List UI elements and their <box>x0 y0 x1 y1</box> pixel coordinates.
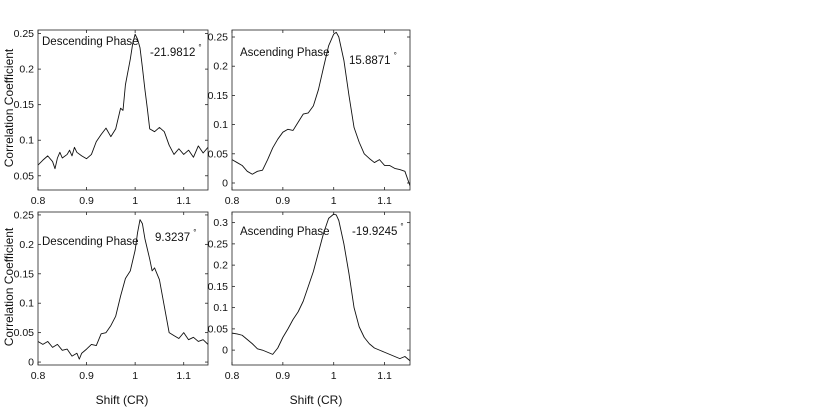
y-axis-title-top: Correlation Coefficient <box>2 48 16 167</box>
y-tick-label: 0.25 <box>208 238 229 250</box>
x-axis-title-left: Shift (CR) <box>96 393 149 407</box>
y-tick-label: 0.25 <box>14 28 35 40</box>
plot-frame <box>37 29 209 191</box>
x-tick-label: 1.1 <box>176 195 191 207</box>
panel-bottom-right: 0.8 0.9 1 1.1 0 0.05 0.1 0.15 0.2 0.25 0.3 Ascendin… <box>208 211 411 382</box>
y-tick-label: 0.2 <box>213 260 228 272</box>
y-tick-label: 0 <box>222 177 228 189</box>
panel-top-left: 0.8 0.9 1 1.1 0.05 0.1 0.15 0.2 0.25 Descending P… <box>14 28 209 207</box>
chart-panels: 0.8 0.9 1 1.1 0.05 0.1 0.15 0.2 0.25 Descending P… <box>14 28 411 382</box>
degree-symbol: ° <box>394 51 397 60</box>
degree-symbol: ° <box>400 222 403 231</box>
y-tick-label: 0.25 <box>208 32 229 44</box>
y-tick-label: 0.15 <box>208 90 229 102</box>
y-tick-label: 0.15 <box>208 281 229 293</box>
angle-label: -19.9245 ° <box>352 222 404 238</box>
phase-label: Ascending Phase <box>240 226 330 238</box>
x-tick-label: 0.9 <box>276 195 291 207</box>
x-tick-label: 0.8 <box>225 195 240 207</box>
y-tick-label: 0.1 <box>19 135 34 147</box>
angle-label: -21.9812 ° <box>150 43 202 59</box>
y-tick-label: 0.05 <box>208 148 229 160</box>
x-tick-label: 1 <box>132 370 138 382</box>
plot-frame <box>37 211 209 366</box>
y-tick-label: 0.1 <box>19 298 34 310</box>
y-tick-label: 0.25 <box>14 209 35 221</box>
phase-label: Descending Phase <box>42 36 139 48</box>
y-tick-label: 0.15 <box>14 99 35 111</box>
x-tick-label: 0.9 <box>79 370 94 382</box>
x-tick-label: 0.8 <box>225 370 240 382</box>
y-tick-label: 0.2 <box>213 61 228 73</box>
series-line <box>38 219 208 360</box>
x-tick-label: 0.9 <box>276 370 291 382</box>
degree-symbol: ° <box>198 43 201 52</box>
y-tick-label: 0 <box>28 357 34 369</box>
series-line <box>232 31 410 187</box>
series-line <box>232 213 410 362</box>
x-tick-label: 1.1 <box>377 195 392 207</box>
x-tick-label: 1.1 <box>377 370 392 382</box>
degree-symbol: ° <box>193 228 196 237</box>
y-axis-title-bottom: Correlation Coefficient <box>2 227 16 346</box>
y-tick-label: 0 <box>222 345 228 357</box>
y-tick-label: 0.2 <box>19 239 34 251</box>
panel-top-right: 0.8 0.9 1 1.1 0 0.05 0.1 0.15 0.2 0.25 Ascending P… <box>208 29 411 207</box>
x-tick-label: 1 <box>331 195 337 207</box>
y-tick-label: 0.05 <box>14 327 35 339</box>
y-tick-label: 0.15 <box>14 268 35 280</box>
phase-label: Ascending Phase <box>240 47 330 59</box>
y-tick-label: 0.1 <box>213 119 228 131</box>
x-tick-label: 0.8 <box>31 195 46 207</box>
plot-frame <box>231 211 411 366</box>
angle-label: 15.8871 ° <box>349 51 397 67</box>
x-tick-label: 1.1 <box>176 370 191 382</box>
y-tick-label: 0.05 <box>208 323 229 335</box>
x-tick-label: 0.8 <box>31 370 46 382</box>
x-tick-label: 0.9 <box>79 195 94 207</box>
plot-frame <box>231 29 411 191</box>
y-tick-label: 0.1 <box>213 302 228 314</box>
y-tick-label: 0.3 <box>213 217 228 229</box>
y-tick-label: 0.05 <box>14 170 35 182</box>
x-tick-label: 1 <box>132 195 138 207</box>
y-tick-label: 0.2 <box>19 64 34 76</box>
series-line <box>38 33 208 170</box>
x-axis-title-right: Shift (CR) <box>290 393 343 407</box>
phase-label: Descending Phase <box>42 236 139 248</box>
x-tick-label: 1 <box>331 370 337 382</box>
panel-bottom-left: 0.8 0.9 1 1.1 0 0.05 0.1 0.15 0.2 0.25 Descending … <box>14 209 209 382</box>
angle-label: 9.3237 ° <box>155 228 196 244</box>
